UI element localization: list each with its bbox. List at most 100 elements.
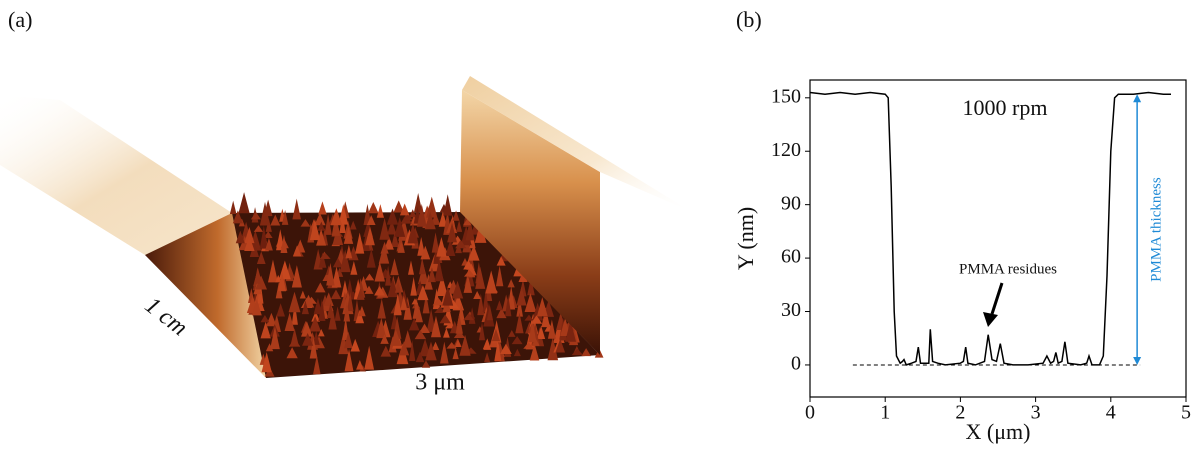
spike (276, 303, 285, 317)
spike (394, 217, 406, 237)
spike (300, 219, 311, 227)
spike (465, 219, 475, 241)
spike (397, 242, 405, 253)
spike (456, 220, 463, 232)
spike (350, 338, 360, 352)
spike (249, 241, 259, 257)
spike (485, 270, 498, 294)
plot-frame (809, 79, 1187, 398)
spike (366, 248, 376, 268)
spike (407, 223, 419, 244)
spike (265, 343, 274, 352)
spike (314, 213, 326, 226)
spike (507, 279, 515, 288)
spike (516, 286, 527, 306)
spike (254, 267, 261, 284)
y-axis-label: Y (nm) (733, 207, 758, 270)
spike (341, 280, 349, 298)
profile-line (809, 91, 1171, 366)
spike (421, 360, 431, 368)
spike (299, 290, 306, 299)
spike (463, 269, 476, 277)
spike (343, 301, 351, 322)
spike (513, 348, 521, 357)
spike (486, 305, 494, 321)
panel-label: (a) (8, 7, 32, 32)
spike (328, 307, 337, 330)
spike (426, 196, 438, 218)
spike (477, 293, 485, 316)
spike (508, 330, 516, 337)
spike (463, 218, 472, 226)
y-tick-label: 0 (791, 353, 801, 375)
spike (404, 213, 413, 221)
spike (524, 314, 534, 321)
spike (426, 308, 436, 332)
spike (443, 327, 450, 338)
spike (255, 275, 268, 290)
spike (459, 334, 471, 356)
spike (270, 214, 281, 226)
spike (365, 226, 375, 246)
spike (292, 198, 301, 220)
spike (431, 232, 440, 253)
spike (536, 297, 548, 317)
spike (500, 343, 512, 355)
spike (301, 300, 309, 315)
spike (374, 261, 385, 282)
spike (530, 315, 543, 324)
spike (505, 294, 512, 317)
spike (364, 285, 374, 294)
spike (427, 267, 436, 283)
spike (232, 210, 243, 224)
spike (229, 200, 237, 215)
spike (467, 245, 480, 261)
spike (419, 323, 430, 333)
spike (326, 303, 335, 319)
spike (313, 355, 321, 375)
spike (259, 225, 268, 249)
spike (362, 232, 370, 251)
y-tick-label: 90 (781, 192, 801, 214)
spike (384, 236, 394, 250)
left-plateau (0, 95, 262, 255)
spike (312, 330, 320, 345)
depth-label: 1 cm (140, 292, 192, 341)
spike (415, 307, 423, 323)
spike (528, 319, 537, 343)
spike (380, 345, 392, 357)
spike (425, 341, 437, 361)
spike (445, 239, 456, 256)
spike (495, 265, 504, 287)
spike (316, 228, 327, 246)
spike (256, 251, 266, 265)
spike (339, 249, 351, 273)
spike (319, 252, 331, 259)
spike (350, 261, 358, 275)
spike (286, 347, 298, 359)
spike (364, 273, 375, 281)
annotation: PMMA residues (959, 261, 1057, 277)
y-tick-label: 120 (771, 139, 801, 161)
spike (443, 194, 453, 216)
spike (400, 295, 408, 310)
spike (235, 230, 245, 244)
spike (518, 271, 528, 283)
spike (409, 340, 416, 361)
spike (267, 259, 278, 283)
y-tick-label: 150 (771, 85, 801, 107)
spike (473, 290, 482, 299)
spike (494, 339, 502, 362)
profile-chart: 0 1 2 3 4 5 0 30 60 90 120 150 X (μm) Y (nm) PMMA thic… (733, 79, 1191, 444)
spike (280, 234, 288, 253)
spike (407, 260, 415, 275)
spike (415, 351, 425, 363)
arrow-head (1133, 356, 1142, 365)
spike (434, 258, 444, 282)
spike (376, 204, 385, 218)
x-tick-label: 3 (1031, 402, 1041, 424)
spike (342, 316, 349, 341)
spike (516, 297, 523, 317)
spike (422, 293, 430, 314)
spike (439, 314, 451, 324)
